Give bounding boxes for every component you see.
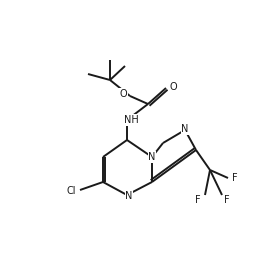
Text: F: F [232,173,238,183]
Text: F: F [224,195,230,205]
Text: Cl: Cl [66,186,76,196]
Text: F: F [195,195,201,205]
Text: NH: NH [124,115,138,125]
Text: N: N [181,124,189,134]
Text: O: O [169,82,177,92]
Text: N: N [125,191,133,201]
Text: N: N [148,152,156,162]
Text: O: O [119,89,127,99]
